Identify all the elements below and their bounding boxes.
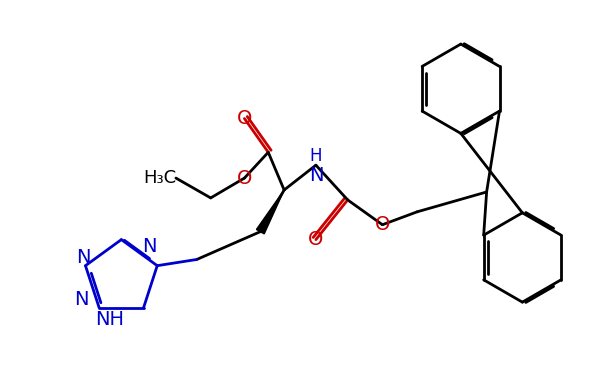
Text: O: O bbox=[374, 215, 390, 234]
Text: O: O bbox=[237, 169, 252, 188]
Text: N: N bbox=[142, 237, 157, 256]
Text: O: O bbox=[308, 230, 324, 249]
Text: H₃C: H₃C bbox=[143, 169, 176, 187]
Text: O: O bbox=[237, 109, 252, 128]
Text: H: H bbox=[310, 147, 322, 165]
Text: N: N bbox=[74, 290, 89, 309]
Text: N: N bbox=[309, 166, 323, 184]
Text: N: N bbox=[76, 248, 91, 267]
Polygon shape bbox=[257, 190, 284, 234]
Text: NH: NH bbox=[95, 309, 124, 328]
